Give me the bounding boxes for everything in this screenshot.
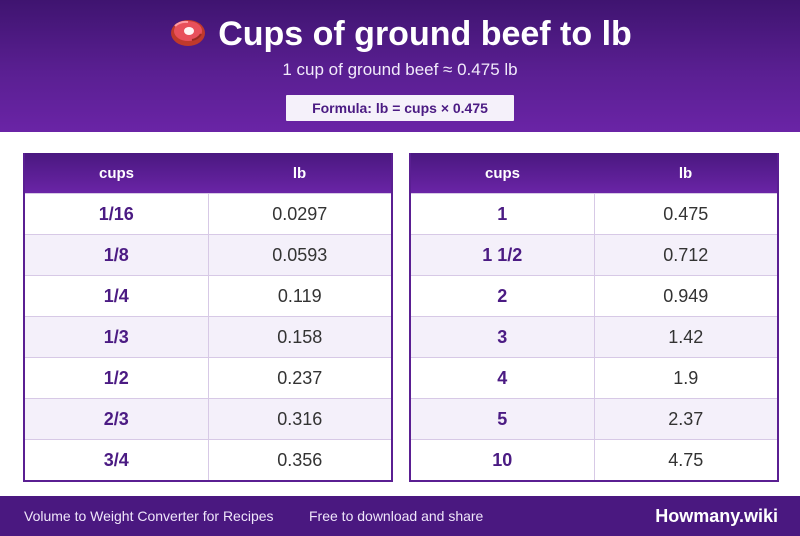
footer-tagline: Volume to Weight Converter for Recipes — [24, 508, 274, 524]
table-row: 3/4 0.356 — [25, 439, 391, 480]
lb-cell: 1.42 — [668, 326, 704, 347]
column-header-lb: lb — [678, 164, 693, 182]
lb-cell: 1.9 — [673, 367, 699, 388]
lb-cell: 0.0297 — [272, 203, 328, 224]
formula-badge: Formula: lb = cups × 0.475 — [286, 95, 514, 121]
table-row: 1/3 0.158 — [25, 316, 391, 357]
lb-cell: 0.316 — [277, 408, 323, 429]
table-row: 10 4.75 — [411, 439, 777, 480]
table-row: 1/2 0.237 — [25, 357, 391, 398]
table-row: 2 0.949 — [411, 275, 777, 316]
cups-cell: 2 — [411, 276, 595, 316]
column-header-cups: cups — [98, 164, 134, 182]
header-banner: Cups of ground beef to lb 1 cup of groun… — [0, 0, 800, 132]
lb-cell: 0.475 — [663, 203, 709, 224]
table-row: 1/4 0.119 — [25, 275, 391, 316]
cups-cell: 10 — [411, 440, 595, 480]
brand-logo-text[interactable]: Howmany.wiki — [655, 506, 778, 526]
cups-cell: 1 1/2 — [411, 235, 595, 275]
meat-on-bone-icon — [168, 16, 206, 57]
footer-bar: Volume to Weight Converter for Recipes F… — [0, 496, 800, 536]
lb-cell: 0.949 — [663, 285, 709, 306]
cups-cell: 1/16 — [25, 194, 209, 234]
table-row: 3 1.42 — [411, 316, 777, 357]
lb-cell: 0.237 — [277, 367, 323, 388]
table-header: cups lb — [25, 153, 391, 193]
cups-cell: 5 — [411, 399, 595, 439]
cups-cell: 2/3 — [25, 399, 209, 439]
cups-cell: 3 — [411, 317, 595, 357]
column-header-lb: lb — [292, 164, 307, 182]
subtitle: 1 cup of ground beef ≈ 0.475 lb — [282, 60, 518, 79]
cups-cell: 3/4 — [25, 440, 209, 480]
table-row: 5 2.37 — [411, 398, 777, 439]
lb-cell: 0.712 — [663, 244, 709, 265]
conversion-table-left: cups lb 1/16 0.0297 1/8 0.0593 1/4 0.119 1/… — [23, 153, 393, 482]
footer-share-note: Free to download and share — [309, 508, 484, 524]
cups-cell: 1/3 — [25, 317, 209, 357]
lb-cell: 2.37 — [668, 408, 704, 429]
lb-cell: 0.119 — [277, 285, 322, 306]
table-row: 1/8 0.0593 — [25, 234, 391, 275]
table-row: 1/16 0.0297 — [25, 193, 391, 234]
cups-cell: 1/2 — [25, 358, 209, 398]
lb-cell: 0.0593 — [272, 244, 328, 265]
table-row: 2/3 0.316 — [25, 398, 391, 439]
cups-cell: 4 — [411, 358, 595, 398]
lb-cell: 0.356 — [277, 449, 323, 470]
cups-cell: 1/4 — [25, 276, 209, 316]
cups-cell: 1/8 — [25, 235, 209, 275]
lb-cell: 4.75 — [668, 449, 704, 470]
page-title: Cups of ground beef to lb — [0, 14, 800, 57]
table-row: 4 1.9 — [411, 357, 777, 398]
table-header: cups lb — [411, 153, 777, 193]
table-row: 1 1/2 0.712 — [411, 234, 777, 275]
cups-cell: 1 — [411, 194, 595, 234]
title-text: Cups of ground beef to lb — [218, 15, 632, 53]
column-header-cups: cups — [484, 164, 520, 182]
conversion-table-right: cups lb 1 0.475 1 1/2 0.712 2 0.949 3 1.42 4… — [409, 153, 779, 482]
lb-cell: 0.158 — [277, 326, 323, 347]
table-row: 1 0.475 — [411, 193, 777, 234]
